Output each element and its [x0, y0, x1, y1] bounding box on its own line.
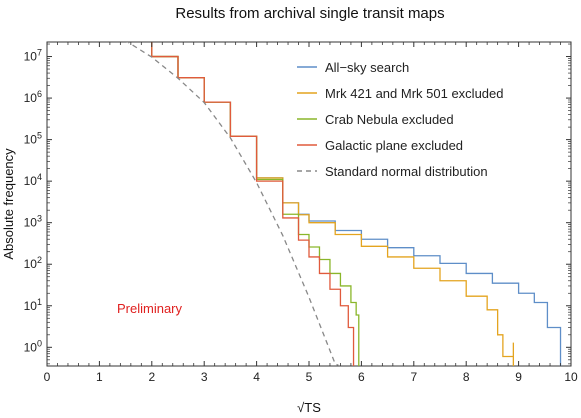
y-tick-base: 10	[24, 50, 38, 64]
series-line-2	[151, 42, 360, 366]
legend-label: Galactic plane excluded	[325, 138, 463, 153]
y-tick-exponent: 4	[37, 172, 42, 182]
y-tick-exponent: 6	[37, 89, 42, 99]
x-tick-label: 1	[96, 370, 103, 384]
series-line-3	[151, 42, 355, 366]
series-line-1	[151, 42, 515, 366]
y-tick-label: 104	[24, 172, 42, 188]
y-tick-label: 101	[24, 297, 42, 313]
x-axis: 0 1 2 3 4 5 6 7 8 9 10	[44, 42, 578, 384]
y-tick-label: 105	[24, 131, 42, 147]
preliminary-annotation: Preliminary	[117, 301, 183, 316]
y-tick-base: 10	[24, 91, 38, 105]
x-tick-label: 3	[201, 370, 208, 384]
legend: All−sky search Mrk 421 and Mrk 501 exclud…	[297, 60, 503, 179]
y-tick-label: 106	[24, 89, 42, 105]
y-tick-base: 10	[24, 257, 38, 271]
y-tick-label: 100	[24, 338, 42, 354]
y-tick-exponent: 5	[37, 131, 42, 141]
legend-label: Crab Nebula excluded	[325, 112, 454, 127]
chart-title: Results from archival single transit map…	[175, 5, 444, 22]
y-tick-base: 10	[24, 340, 38, 354]
y-tick-exponent: 1	[37, 297, 42, 307]
y-tick-label: 103	[24, 214, 42, 230]
legend-label: Mrk 421 and Mrk 501 excluded	[325, 86, 503, 101]
legend-label: Standard normal distribution	[325, 164, 488, 179]
x-tick-label: 7	[410, 370, 417, 384]
y-tick-base: 10	[24, 299, 38, 313]
y-tick-exponent: 2	[37, 255, 42, 265]
x-tick-label: 0	[44, 370, 51, 384]
series-line-4	[126, 42, 342, 366]
x-tick-label: 6	[358, 370, 365, 384]
x-tick-label: 10	[564, 370, 578, 384]
y-tick-base: 10	[24, 174, 38, 188]
series-layer	[126, 42, 562, 366]
x-tick-label: 5	[306, 370, 313, 384]
y-tick-label: 102	[24, 255, 42, 271]
series-line-0	[151, 42, 562, 366]
legend-label: All−sky search	[325, 60, 409, 75]
x-tick-label: 9	[515, 370, 522, 384]
y-tick-exponent: 0	[37, 338, 42, 348]
x-tick-label: 2	[148, 370, 155, 384]
y-tick-base: 10	[24, 133, 38, 147]
y-tick-exponent: 3	[37, 214, 42, 224]
y-tick-base: 10	[24, 216, 38, 230]
y-tick-exponent: 7	[37, 48, 42, 58]
x-tick-label: 8	[463, 370, 470, 384]
x-tick-label: 4	[253, 370, 260, 384]
y-axis-label: Absolute frequency	[1, 148, 16, 260]
x-axis-label: √TS	[297, 400, 321, 415]
y-tick-label: 107	[24, 48, 42, 64]
